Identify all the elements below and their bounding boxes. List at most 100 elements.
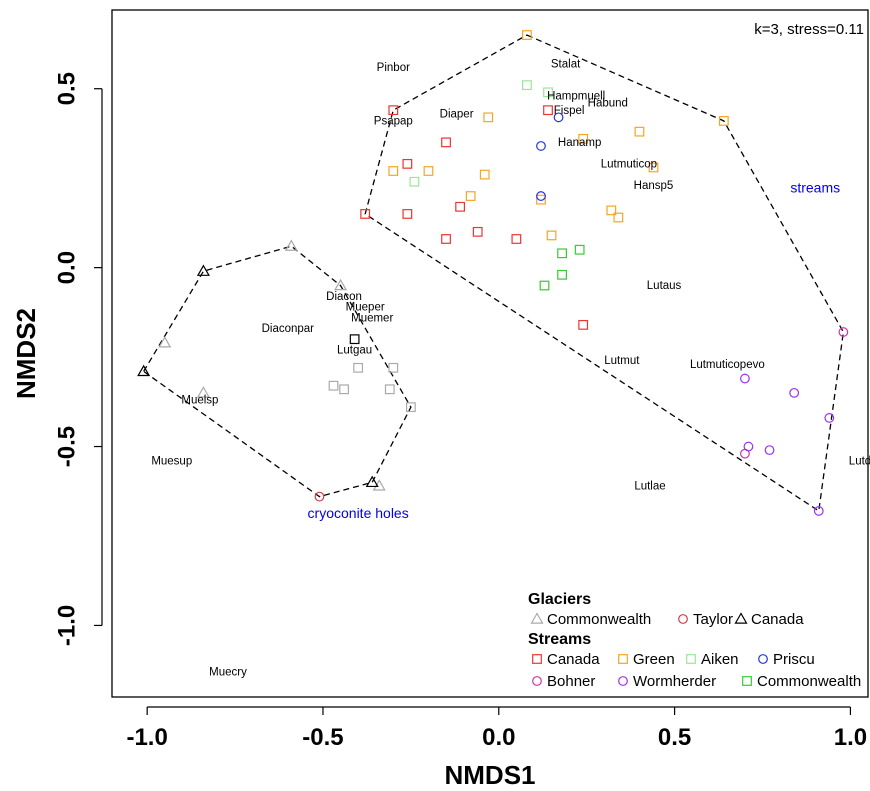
points-layer [137,30,849,516]
species-label: Muemer [351,312,393,324]
data-point-glaciers-commonwealth [158,336,172,348]
data-point-streams-canada [511,234,522,244]
x-tick-label: 1.0 [834,724,867,751]
legend-stream-marker [532,676,542,686]
species-label: Muesup [151,455,192,467]
legend-stream-marker [758,654,768,664]
data-point-streams-wormherder [740,373,750,384]
data-point-glaciers-canada [137,364,151,377]
data-point-streams-canada [388,105,399,116]
legend-stream-marker [686,654,696,664]
data-point-glaciers-canada [365,475,379,488]
legend-glacier-label: Taylor [693,611,733,628]
data-point-streams-priscu [536,191,546,201]
data-point-streams-canada [441,137,451,148]
group-label: cryoconite holes [308,505,409,521]
legend-stream-marker [618,654,628,664]
legend-stream-label: Priscu [773,651,815,668]
legend-stream-label: Aiken [701,651,739,668]
legend: Glaciers Commonwealth Taylor Canada Streams C… [528,591,861,690]
data-point-streams-green [483,112,494,123]
y-axis-title: NMDS2 [11,308,41,399]
species-label: Hansp5 [634,180,674,192]
legend-stream-label: Bohner [547,673,595,690]
species-label: Muecry [209,667,247,679]
data-point-black-square [349,334,360,345]
data-point-glaciers-taylor [314,491,325,502]
species-label: Diacon [326,291,362,303]
data-point-streams-green [648,162,659,173]
data-point-streams-wormherder [743,441,754,452]
y-axis: -1.0 -0.5 0.0 0.5 [53,72,103,646]
data-point-streams-commonwealth [574,244,585,255]
y-tick-label: -1.0 [53,605,80,646]
data-point-gray-square [405,402,416,413]
x-tick-label: 0.5 [658,724,691,751]
legend-heading-glaciers: Glaciers [528,591,591,608]
data-point-glaciers-commonwealth [334,278,348,291]
data-point-glaciers-commonwealth [284,239,298,251]
data-point-streams-canada [360,209,371,219]
species-label: Lutmut [604,355,640,367]
data-point-streams-green [546,230,557,241]
data-point-streams-green [522,30,532,40]
species-label: Diaper [440,108,474,120]
species-label: Lutmuticopevo [690,359,765,371]
x-tick-label: -0.5 [302,724,343,751]
data-point-streams-commonwealth [557,269,567,280]
data-point-gray-square [384,384,395,395]
data-point-streams-wormherder [764,445,775,456]
species-label: Muelsp [181,395,218,407]
legend-stream-marker [618,676,628,686]
data-point-streams-aiken [522,80,532,91]
data-point-streams-green [578,133,589,144]
data-point-streams-green [718,116,729,126]
legend-stream-label: Canada [547,651,600,668]
legend-stream-label: Commonwealth [757,673,861,690]
legend-stream-marker [532,654,542,664]
legend-heading-streams: Streams [528,631,591,648]
data-point-gray-square [328,380,339,391]
legend-stream-marker [742,676,752,686]
data-point-streams-bohner [838,327,849,337]
data-point-glaciers-commonwealth [196,386,210,398]
data-point-streams-canada [472,226,483,237]
legend-glacier-marker [678,614,688,624]
data-point-streams-green [613,212,624,223]
data-point-streams-wormherder [824,413,835,423]
species-label: Fispel [554,105,585,117]
legend-stream-label: Wormherder [633,673,716,690]
species-label: Lutlae [634,480,665,492]
data-point-streams-canada [402,158,413,169]
data-point-streams-commonwealth [539,280,550,291]
data-point-streams-green [465,191,476,201]
legend-glacier-label: Canada [751,611,804,628]
x-tick-label: -1.0 [126,724,167,751]
y-tick-label: 0.5 [53,72,80,105]
group-label: streams [790,179,840,195]
x-axis-title: NMDS1 [444,760,535,790]
data-point-streams-canada [402,209,413,219]
data-point-streams-commonwealth [557,248,567,259]
data-point-streams-green [606,205,617,216]
x-axis: -1.0 -0.5 0.0 0.5 1.0 [126,706,867,751]
species-label: Pinbor [377,62,410,74]
species-label: Habund [588,98,628,110]
species-label: Mueper [346,302,385,314]
species-label: Lutaus [647,280,682,292]
data-point-streams-wormherder [813,506,824,516]
data-point-streams-aiken [543,87,553,98]
plot-frame [111,9,869,698]
data-point-gray-square [353,362,364,373]
species-label: Psapap [374,116,413,128]
legend-glacier-label: Commonwealth [547,611,651,628]
hull-layer [142,34,845,513]
species-label: Hampmuell [547,90,605,102]
species-label: Lutdol [849,455,870,467]
species-label: Stalat [551,58,581,70]
data-point-streams-green [423,166,434,176]
data-point-streams-canada [578,319,589,330]
data-point-gray-square [388,362,399,373]
hull-streams [364,34,845,513]
